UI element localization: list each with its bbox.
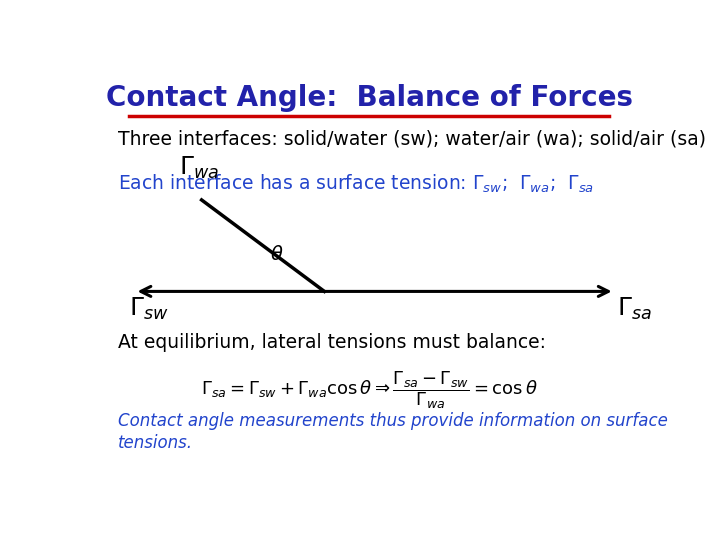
- Text: Each interface has a surface tension: $\Gamma_{sw}$;  $\Gamma_{wa}$;  $\Gamma_{s: Each interface has a surface tension: $\…: [118, 173, 594, 195]
- Text: At equilibrium, lateral tensions must balance:: At equilibrium, lateral tensions must ba…: [118, 333, 546, 352]
- Text: $\Gamma_{sw}$: $\Gamma_{sw}$: [129, 295, 168, 322]
- Text: $\Gamma_{wa}$: $\Gamma_{wa}$: [179, 155, 220, 181]
- Text: Contact angle measurements thus provide information on surface: Contact angle measurements thus provide …: [118, 412, 667, 430]
- Text: $\theta$: $\theta$: [270, 245, 284, 265]
- Text: $\Gamma_{sa}$: $\Gamma_{sa}$: [617, 295, 652, 322]
- Text: $\Gamma_{sa} = \Gamma_{sw} + \Gamma_{wa}\cos\theta \Rightarrow \dfrac{\Gamma_{sa: $\Gamma_{sa} = \Gamma_{sw} + \Gamma_{wa}…: [201, 369, 537, 411]
- Text: tensions.: tensions.: [118, 434, 193, 452]
- Text: Contact Angle:  Balance of Forces: Contact Angle: Balance of Forces: [106, 84, 632, 112]
- Text: Three interfaces: solid/water (sw); water/air (wa); solid/air (sa): Three interfaces: solid/water (sw); wate…: [118, 129, 706, 149]
